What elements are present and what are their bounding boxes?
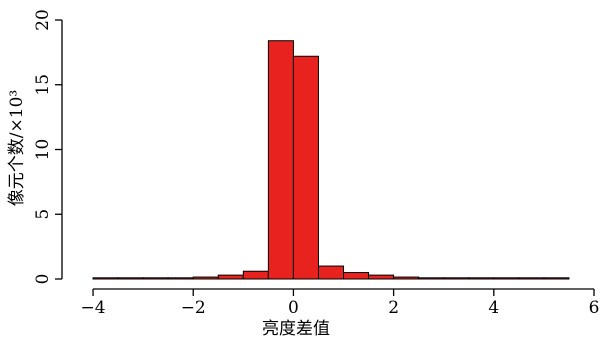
x-tick-label: −2 — [181, 298, 206, 318]
histogram-bar — [142, 277, 169, 280]
histogram-bar — [217, 274, 244, 280]
histogram-bar — [292, 55, 319, 280]
histogram-bar — [343, 272, 370, 280]
histogram-bar — [167, 277, 194, 280]
y-tick-label: 5 — [33, 209, 53, 220]
x-tick-label: 4 — [488, 298, 499, 318]
histogram-bar — [543, 277, 570, 280]
y-tick-label: 20 — [33, 9, 53, 31]
x-axis-label: 亮度差值 — [262, 319, 330, 339]
y-tick-label: 15 — [33, 74, 53, 96]
histogram-bar — [192, 276, 219, 280]
histogram-bar — [92, 277, 119, 280]
y-axis-ticks: 0 5 10 15 20 — [33, 9, 62, 284]
histogram-bar — [468, 277, 495, 280]
x-tick-label: −4 — [81, 298, 106, 318]
x-axis-ticks: −4 −2 0 2 4 6 — [81, 289, 600, 318]
histogram-bar — [242, 270, 269, 280]
y-tick-label: 0 — [33, 274, 53, 285]
histogram-bar — [518, 277, 545, 280]
histogram-bar — [117, 277, 144, 280]
x-tick-label: 6 — [589, 298, 600, 318]
histogram-bar — [418, 277, 445, 280]
histogram-bar — [393, 276, 420, 280]
histogram-bar — [368, 274, 395, 280]
y-axis-label: 像元个数/×10³ — [7, 90, 27, 206]
y-tick-label: 10 — [33, 139, 53, 161]
histogram-bar — [443, 277, 470, 280]
histogram-bars — [92, 40, 570, 280]
histogram-bar — [317, 265, 345, 280]
x-tick-label: 0 — [288, 298, 299, 318]
histogram-bar — [493, 277, 520, 280]
x-tick-label: 2 — [388, 298, 399, 318]
histogram-bar — [267, 40, 294, 280]
